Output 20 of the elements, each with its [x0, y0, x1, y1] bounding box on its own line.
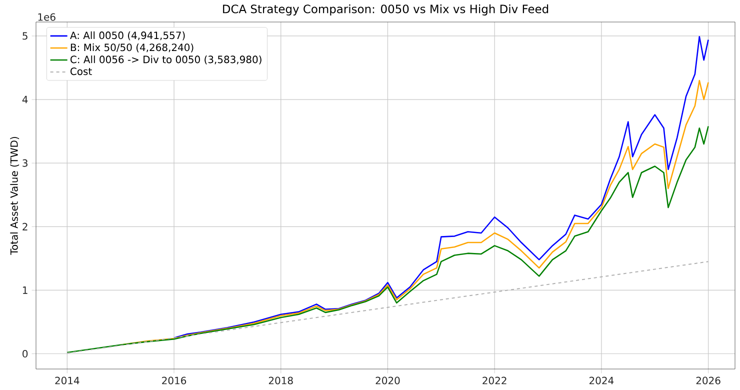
- x-tick-label: 2022: [482, 376, 506, 384]
- y-tick-label: 3: [22, 159, 28, 167]
- y-tick-label: 0: [22, 350, 28, 358]
- x-tick-label: 2026: [696, 376, 720, 384]
- y-tick-label: 1: [22, 286, 28, 294]
- chart-title: DCA Strategy Comparison: 0050 vs Mix vs High Div Feed: [223, 4, 548, 16]
- y-tick-label: 2: [22, 222, 28, 230]
- x-tick-label: 2020: [376, 376, 400, 384]
- legend-label: B: Mix 50/50 (4,268,240): [70, 43, 194, 52]
- y-tick-label: 5: [22, 32, 28, 40]
- x-tick-label: 2016: [162, 376, 186, 384]
- x-tick-label: 2018: [268, 376, 293, 384]
- text: 1e6: [38, 13, 56, 21]
- x-tick-label: 2014: [55, 376, 80, 384]
- legend-label: Cost: [70, 68, 92, 76]
- x-tick-label: 2024: [590, 376, 614, 384]
- legend-label: C: All 0056 -> Div to 0050 (3,583,980): [70, 55, 262, 64]
- y-axis-title: Total Asset Value (TWD): [10, 136, 20, 255]
- y-tick-label: 4: [22, 96, 28, 104]
- legend-label: A: All 0050 (4,941,557): [70, 31, 185, 40]
